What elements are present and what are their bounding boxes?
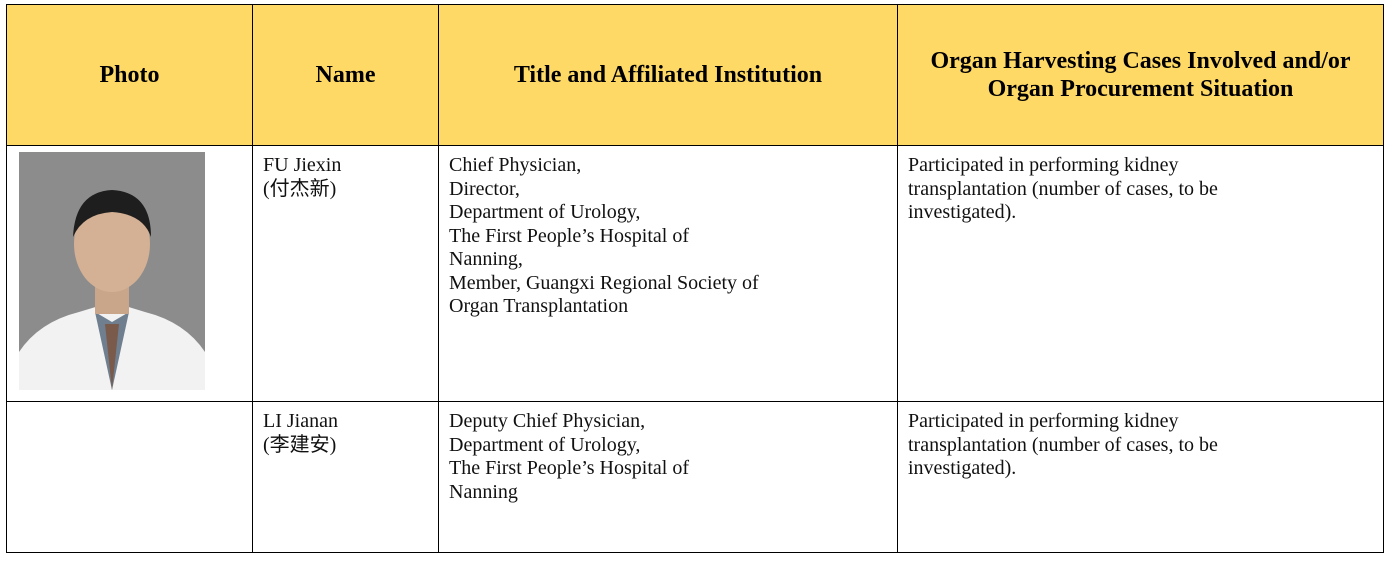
text: Nanning: [449, 480, 518, 503]
text: Department of Urology,: [449, 201, 641, 223]
photo-cell: [6, 401, 253, 553]
cases-cell: Participated in performing kidney transpl…: [897, 145, 1384, 402]
title-cell: Chief Physician, Director, Department of U…: [438, 145, 898, 402]
text: Participated in performing kidney: [908, 154, 1179, 176]
name-cell: FU Jiexin (付杰新): [252, 145, 439, 402]
text: transplantation (number of cases, to be: [908, 177, 1218, 200]
header-cell: Photo: [6, 4, 253, 146]
text: Organ Transplantation: [449, 295, 629, 317]
text: Deputy Chief Physician,: [449, 410, 646, 432]
text: Department of Urology,: [449, 433, 641, 456]
text: Director,: [449, 177, 520, 200]
header-cell: Name: [252, 4, 439, 146]
header-cell: Title and Affiliated Institution: [438, 4, 898, 146]
text: The First People’s Hospital of: [449, 457, 689, 479]
title-cell: Deputy Chief Physician, Department of Uro…: [438, 401, 898, 553]
name-cell: LI Jianan (李建安): [252, 401, 439, 553]
text: (李建安): [263, 433, 337, 456]
header-cell: Organ Harvesting Cases Involved and/or O…: [897, 4, 1384, 146]
header-row: Photo Name Title and Affiliated Institut…: [6, 4, 1384, 146]
photo-cell: [6, 145, 253, 402]
text: LI Jianan: [263, 410, 338, 432]
text: Nanning,: [449, 248, 523, 270]
cases-cell: Participated in performing kidney transpl…: [897, 401, 1384, 553]
text: The First People’s Hospital of: [449, 224, 689, 247]
table: Photo Name Title and Affiliated Institut…: [6, 4, 1384, 553]
text: FU Jiexin: [263, 154, 342, 176]
text: investigated).: [908, 201, 1017, 223]
row: LI Jianan (李建安) Deputy Chief Physician, De…: [6, 401, 1384, 553]
photo: [19, 152, 205, 390]
text: Chief Physician,: [449, 154, 582, 176]
text: Participated in performing kidney: [908, 410, 1179, 432]
row: FU Jiexin (付杰新) Chief Physician, Director,…: [6, 145, 1384, 402]
text: transplantation (number of cases, to be: [908, 433, 1218, 456]
text: (付杰新): [263, 177, 337, 200]
text: Member, Guangxi Regional Society of: [449, 271, 759, 294]
text: investigated).: [908, 457, 1017, 479]
